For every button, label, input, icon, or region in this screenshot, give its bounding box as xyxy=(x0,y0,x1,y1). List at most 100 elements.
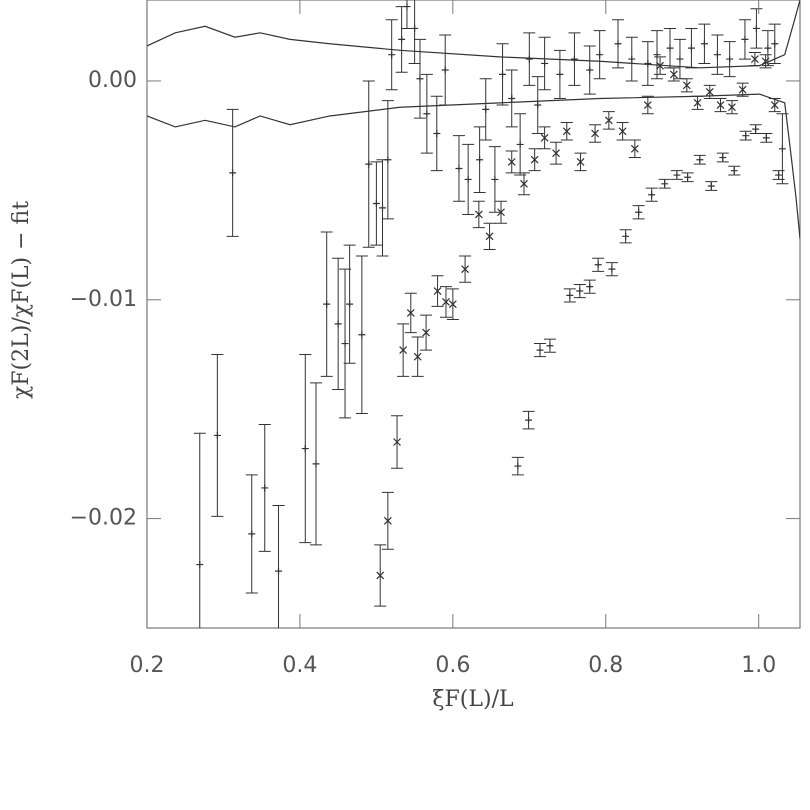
marker xyxy=(536,346,544,354)
marker xyxy=(516,140,524,148)
y-tick-label: −0.02 xyxy=(70,506,137,531)
marker xyxy=(433,287,442,295)
marker xyxy=(770,101,779,109)
marker xyxy=(442,298,450,306)
marker xyxy=(248,530,256,538)
marker xyxy=(341,340,349,348)
marker xyxy=(566,291,574,299)
x-tick-label: 1.0 xyxy=(741,653,776,678)
marker xyxy=(778,145,786,153)
marker xyxy=(413,352,422,361)
marker xyxy=(213,431,221,439)
marker xyxy=(552,149,561,158)
marker xyxy=(669,70,678,79)
marker xyxy=(476,156,484,164)
marker xyxy=(534,101,542,109)
marker xyxy=(301,445,309,453)
y-tick-label: 0.00 xyxy=(88,68,137,93)
marker xyxy=(541,59,549,67)
marker xyxy=(771,40,779,48)
marker xyxy=(752,125,760,133)
marker xyxy=(399,346,408,355)
marker xyxy=(742,132,750,140)
marker xyxy=(596,51,604,59)
marker xyxy=(261,484,269,492)
marker xyxy=(556,70,564,78)
plot-frame xyxy=(146,0,801,629)
marker xyxy=(491,175,499,183)
marker xyxy=(673,171,681,179)
plot-area xyxy=(147,0,800,628)
x-tick-label: 0.4 xyxy=(282,653,317,678)
marker xyxy=(455,164,463,172)
marker xyxy=(728,103,736,112)
marker xyxy=(700,40,708,48)
marker xyxy=(643,101,652,109)
marker xyxy=(372,199,380,207)
marker xyxy=(540,133,549,142)
marker xyxy=(775,171,783,179)
marker xyxy=(358,331,366,339)
marker xyxy=(406,308,415,317)
marker xyxy=(461,265,470,274)
marker xyxy=(586,66,594,74)
marker xyxy=(196,561,204,569)
marker xyxy=(365,160,373,168)
marker xyxy=(376,571,385,580)
marker xyxy=(614,40,622,48)
marker xyxy=(570,55,578,63)
marker xyxy=(312,460,320,468)
marker xyxy=(323,300,331,308)
marker xyxy=(229,169,237,177)
marker xyxy=(730,167,738,175)
curve xyxy=(147,93,800,239)
marker xyxy=(707,182,715,190)
marker xyxy=(696,156,704,164)
marker xyxy=(423,110,431,118)
marker xyxy=(738,85,747,94)
marker xyxy=(520,179,528,188)
marker xyxy=(525,416,533,424)
x-tick-label: 0.2 xyxy=(130,653,165,678)
marker xyxy=(497,208,505,217)
marker xyxy=(750,55,759,64)
marker xyxy=(474,210,483,219)
marker xyxy=(275,567,283,575)
marker xyxy=(594,261,602,269)
x-axis-label: ξF(L)/L xyxy=(432,687,514,712)
marker xyxy=(485,232,494,241)
marker xyxy=(752,24,760,32)
marker xyxy=(693,98,702,107)
marker xyxy=(648,191,656,199)
marker xyxy=(676,55,684,63)
marker xyxy=(630,144,639,153)
marker xyxy=(661,180,669,188)
marker xyxy=(433,129,441,137)
marker xyxy=(586,283,594,291)
x-tick-label: 0.6 xyxy=(435,653,470,678)
marker xyxy=(682,81,691,90)
marker xyxy=(525,55,533,63)
marker xyxy=(618,127,627,136)
marker xyxy=(622,232,630,240)
marker xyxy=(464,175,472,183)
marker xyxy=(762,134,770,142)
marker xyxy=(383,516,392,525)
marker xyxy=(591,129,600,138)
marker xyxy=(334,320,342,328)
marker xyxy=(644,59,652,67)
marker xyxy=(384,156,392,164)
marker xyxy=(604,116,613,125)
marker xyxy=(482,105,490,113)
y-tick-label: −0.01 xyxy=(70,287,137,312)
curve xyxy=(147,0,800,69)
marker xyxy=(422,328,431,337)
marker xyxy=(705,87,714,96)
marker xyxy=(764,44,772,52)
marker xyxy=(514,462,522,470)
marker xyxy=(448,300,457,309)
marker xyxy=(398,35,406,43)
marker xyxy=(719,154,727,162)
marker xyxy=(716,101,725,109)
